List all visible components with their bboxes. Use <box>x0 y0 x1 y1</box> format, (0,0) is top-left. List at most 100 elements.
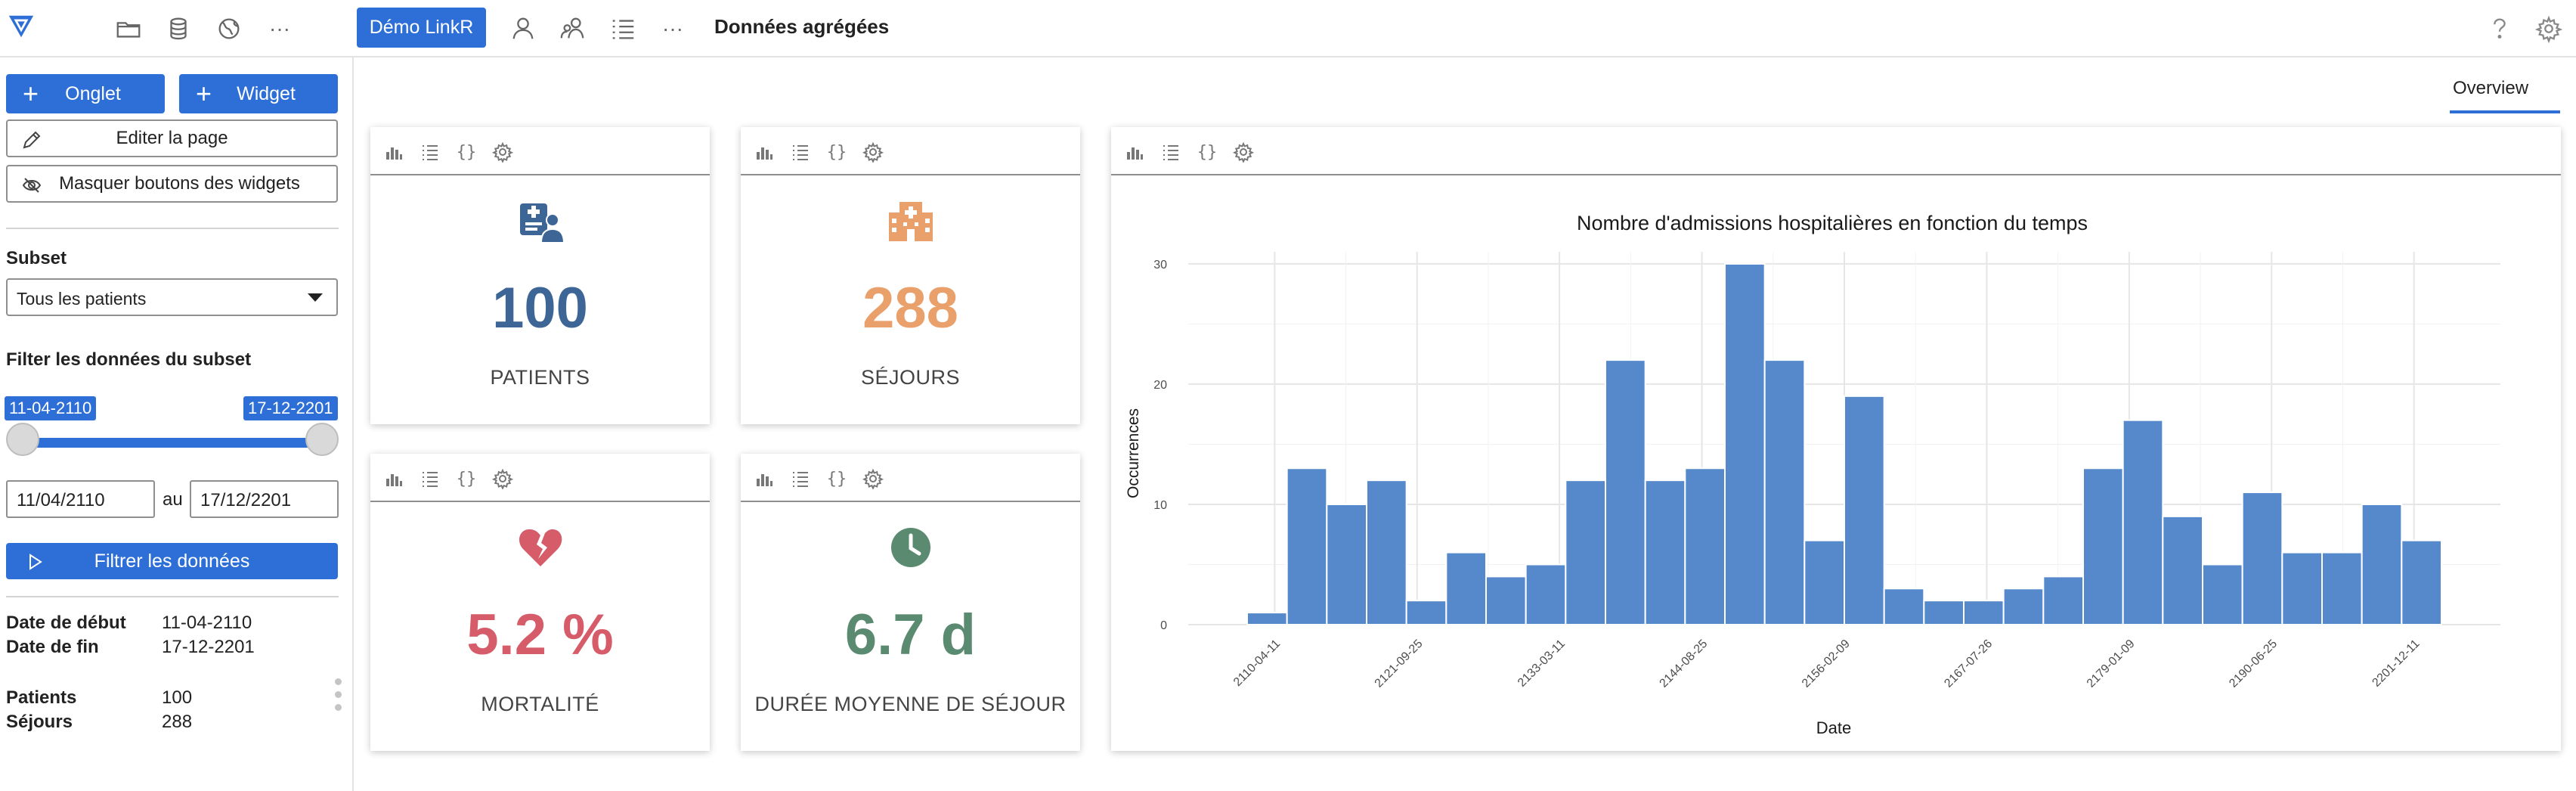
list-icon[interactable] <box>606 12 639 45</box>
x-axis-label: Date <box>1816 718 1851 737</box>
y-tick-label: 10 <box>1153 499 1167 512</box>
edit-page-label: Editer la page <box>116 128 228 148</box>
bar-chart-icon[interactable] <box>753 141 776 163</box>
top-bar: ··· Démo LinkR ··· Données agrégées <box>0 0 2576 57</box>
add-tab-label: Onglet <box>65 82 121 104</box>
histogram-bar <box>2122 419 2164 625</box>
folder-icon[interactable] <box>112 12 145 45</box>
kpi-value: 5.2 % <box>466 603 614 667</box>
x-tick-label: 2190-06-25 <box>2227 637 2280 690</box>
y-tick-label: 30 <box>1153 259 1167 271</box>
more-icon[interactable]: ··· <box>662 17 683 40</box>
code-icon[interactable]: {} <box>826 142 847 162</box>
code-icon[interactable]: {} <box>1197 142 1218 162</box>
admissions-chart: 0 10 20 30 2110-04-11 2121-09-25 2133-03-11 214… <box>1125 212 2500 737</box>
add-tab-button[interactable]: + Onglet <box>6 74 165 113</box>
subset-label: Subset <box>6 248 67 268</box>
list-icon[interactable] <box>789 141 812 163</box>
y-axis-label: Occurrences <box>1125 408 1142 498</box>
bar-chart-icon[interactable] <box>753 467 776 490</box>
filter-data-label: Filtrer les données <box>94 550 250 572</box>
hide-widget-buttons-button[interactable]: Masquer boutons des widgets <box>6 165 338 203</box>
patient-card-icon <box>370 197 710 245</box>
histogram-bar <box>2321 551 2363 626</box>
histogram-bar <box>1445 551 1488 626</box>
slider-range-track <box>21 438 324 448</box>
broken-heart-icon <box>370 523 710 572</box>
kpi-card-patients: {} 100 PATIENTS <box>370 127 710 424</box>
kpi-value: 100 <box>492 276 588 340</box>
x-tick-label: 2121-09-25 <box>1373 637 1426 690</box>
slider-max-label: 17-12-2201 <box>243 396 338 420</box>
histogram-bar <box>1804 539 1845 626</box>
users-icon[interactable] <box>556 12 590 45</box>
hospital-icon <box>741 197 1080 245</box>
date-end-label: Date de fin <box>6 637 99 657</box>
histogram-bar <box>1326 503 1368 625</box>
date-start-input[interactable]: 11/04/2110 <box>6 480 155 518</box>
slider-end-handle[interactable] <box>305 423 339 456</box>
logo-icon[interactable] <box>5 11 38 44</box>
add-widget-label: Widget <box>237 82 296 104</box>
tab-overview[interactable]: Overview <box>2453 78 2529 98</box>
filter-subset-label: Filter les données du subset <box>6 349 252 370</box>
gear-icon[interactable] <box>2532 12 2565 45</box>
subset-select[interactable]: Tous les patients <box>6 278 338 316</box>
bar-chart-icon[interactable] <box>382 467 405 490</box>
histogram-bar <box>2401 539 2443 626</box>
histogram-bar <box>2202 563 2243 626</box>
list-icon[interactable] <box>1160 141 1182 163</box>
slider-start-handle[interactable] <box>6 423 39 456</box>
settings-icon[interactable] <box>491 141 514 163</box>
histogram-bar <box>1286 467 1328 625</box>
settings-icon[interactable] <box>862 467 884 490</box>
kpi-label: SÉJOURS <box>860 366 961 389</box>
page-title: Données agrégées <box>714 15 890 38</box>
code-icon[interactable]: {} <box>826 469 847 489</box>
stays-label: Séjours <box>6 712 73 732</box>
list-icon[interactable] <box>419 141 441 163</box>
database-icon[interactable] <box>162 12 195 45</box>
user-icon[interactable] <box>506 12 540 45</box>
help-icon[interactable] <box>2482 12 2516 45</box>
bar-chart-icon[interactable] <box>1123 141 1146 163</box>
plus-icon: + <box>196 78 212 109</box>
settings-icon[interactable] <box>862 141 884 163</box>
edit-page-button[interactable]: Editer la page <box>6 119 338 157</box>
histogram-bar <box>1724 262 1766 625</box>
list-icon[interactable] <box>419 467 441 490</box>
slider-min-label: 11-04-2110 <box>5 396 97 420</box>
chart-card: {} 0 10 20 30 2110-04-11 2121-09-25 2133-03-11… <box>1111 127 2561 751</box>
settings-icon[interactable] <box>491 467 514 490</box>
x-tick-label: 2167-07-26 <box>1942 637 1995 690</box>
play-icon <box>29 554 42 570</box>
kpi-label: PATIENTS <box>490 366 590 389</box>
code-icon[interactable]: {} <box>456 469 477 489</box>
date-end-input[interactable]: 17/12/2201 <box>190 480 339 518</box>
chevron-down-icon <box>308 293 323 302</box>
widget-toolbar: {} <box>741 454 1080 502</box>
filter-data-button[interactable]: Filtrer les données <box>6 543 338 579</box>
settings-icon[interactable] <box>1232 141 1255 163</box>
histogram-bar <box>2082 467 2124 625</box>
sidebar: + Onglet + Widget Editer la page Masquer… <box>0 57 354 791</box>
kpi-card-mortality: {} 5.2 % MORTALITÉ <box>370 454 710 751</box>
histogram-bar <box>1246 612 1288 626</box>
code-icon[interactable]: {} <box>456 142 477 162</box>
tab-overview-underline <box>2450 110 2560 113</box>
date-separator: au <box>163 489 183 510</box>
date-start-label: Date de début <box>6 613 126 633</box>
histogram-bar <box>2241 492 2283 625</box>
histogram-bar <box>1844 395 1885 625</box>
bar-chart-icon[interactable] <box>382 141 405 163</box>
add-widget-button[interactable]: + Widget <box>179 74 338 113</box>
more-icon[interactable]: ··· <box>269 17 290 40</box>
globe-icon[interactable] <box>212 12 246 45</box>
project-button[interactable]: Démo LinkR <box>357 8 486 48</box>
kpi-card-avg-length-of-stay: {} 6.7 d DURÉE MOYENNE DE SÉJOUR <box>741 454 1080 751</box>
list-icon[interactable] <box>789 467 812 490</box>
divider <box>6 596 339 597</box>
resize-handle[interactable] <box>335 678 342 717</box>
histogram-bar <box>1684 467 1726 625</box>
date-start-value: 11-04-2110 <box>162 613 252 633</box>
